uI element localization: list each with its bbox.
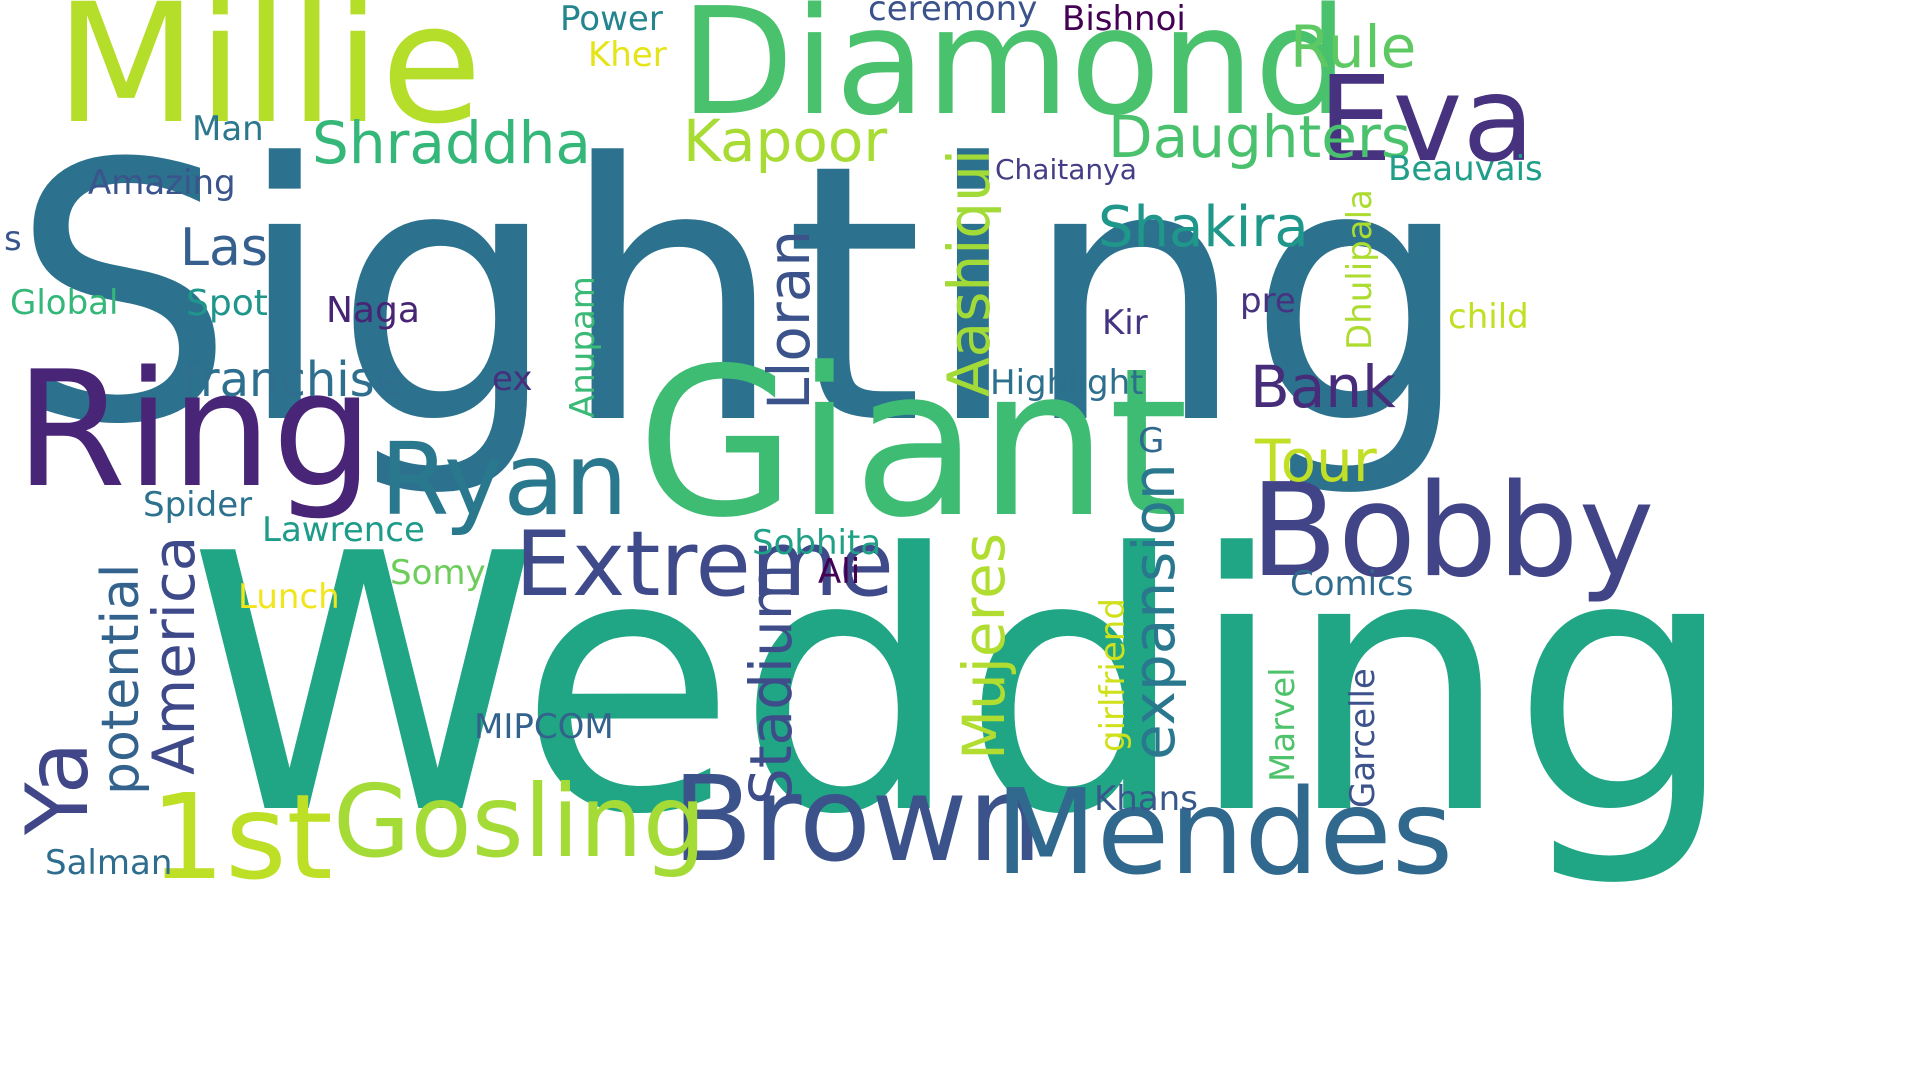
- word-global: Global: [10, 283, 119, 323]
- word-gosling: Gosling: [333, 763, 707, 880]
- word-america: America: [140, 535, 208, 775]
- word-g: G: [1138, 421, 1165, 461]
- word-ceremony: ceremony: [868, 0, 1038, 29]
- word-stadium: Stadium: [737, 563, 805, 805]
- word-spot: Spot: [186, 283, 268, 324]
- word-amazing: Amazing: [88, 163, 236, 203]
- word-spider: Spider: [143, 485, 253, 525]
- word-tour: Bank: [1250, 353, 1396, 421]
- word-kapoor: Daughters: [1108, 103, 1412, 171]
- word-sobhita: Sobhita: [752, 523, 882, 563]
- word-shakira: franchise: [183, 352, 405, 408]
- word-ryan: Ryan: [380, 421, 628, 538]
- word-chaitanya: Chaitanya: [995, 153, 1137, 186]
- word-child: child: [1448, 297, 1529, 337]
- word-giant: Giant: [637, 325, 1189, 563]
- word-ex: ex: [492, 359, 533, 399]
- word-comics: Comics: [1290, 564, 1414, 604]
- word-daughters: Shraddha: [312, 109, 591, 177]
- word-ring: Ring: [15, 336, 374, 523]
- word-eva: Eva: [1318, 50, 1535, 188]
- word-mujeres: Mujeres: [950, 532, 1018, 760]
- word-bobby: Bobby: [1250, 457, 1655, 606]
- word-beauvais: Beauvais: [1388, 149, 1543, 189]
- word-man: Man: [192, 109, 264, 149]
- word-khans: Khans: [1094, 779, 1198, 819]
- word-sighting: Sighting: [10, 88, 1473, 502]
- word-marvel: Marvel: [1263, 667, 1303, 782]
- word-wedding: Wedding: [188, 478, 1737, 892]
- word-naga: Naga: [326, 290, 420, 331]
- word-mipcom: MIPCOM: [474, 707, 614, 747]
- word-bank: Kapoor: [683, 107, 888, 175]
- word-highlight: Highlight: [990, 363, 1144, 403]
- word-brown: Brown: [672, 750, 1043, 888]
- word-franchise: Tour: [1255, 427, 1377, 495]
- word-kher: Kher: [588, 35, 667, 75]
- word-s: s: [4, 219, 22, 259]
- word-mendes: Mendes: [995, 763, 1454, 901]
- word-diamond: Diamond: [680, 0, 1349, 148]
- word-millie: Millie: [55, 0, 483, 160]
- word-expansion: expansion: [1120, 463, 1188, 760]
- word-lloran: Lloran: [755, 229, 823, 410]
- word-ya: Las: [180, 218, 268, 278]
- word-salman: Salman: [45, 843, 173, 883]
- word-ali: Ali: [818, 552, 861, 592]
- word-power: Power: [560, 0, 663, 39]
- word-lawrence: Lawrence: [262, 510, 425, 550]
- word-rule: Extreme: [515, 512, 894, 617]
- word-kir: Kir: [1102, 303, 1148, 343]
- word-dhulipala: Dhulipala: [1340, 189, 1380, 350]
- word-pre: pre: [1240, 281, 1296, 321]
- word-garcelle: Garcelle: [1343, 668, 1383, 808]
- word-bishnoi: Bishnoi: [1062, 0, 1186, 39]
- word-girlfriend: girlfriend: [1093, 598, 1133, 752]
- word-extreme: Ya: [8, 741, 108, 835]
- word-aashiqui: Aashiqui: [935, 148, 1003, 397]
- word-lunch: Lunch: [238, 577, 340, 617]
- word-shraddha: Rule: [1290, 13, 1417, 81]
- word-somy: Somy: [390, 553, 486, 593]
- word-anupam: Anupam: [563, 276, 603, 418]
- word-1st: 1st: [150, 768, 333, 906]
- word-potential: potential: [91, 563, 151, 795]
- word-las: Shakira: [1098, 195, 1309, 260]
